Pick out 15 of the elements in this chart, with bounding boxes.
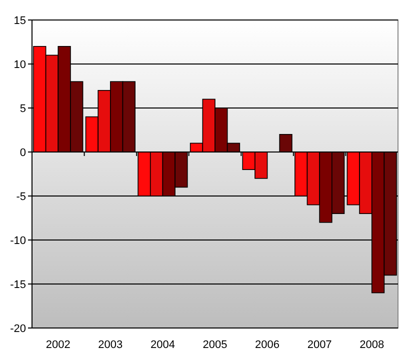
x-tick-label: 2005 (202, 339, 228, 351)
x-tick-label: 2008 (360, 339, 384, 351)
y-tick-label: -20 (10, 322, 26, 335)
x-tick-label: 2004 (150, 339, 175, 351)
y-tick-label: -10 (10, 234, 26, 247)
y-tick-label: 0 (20, 146, 26, 159)
x-tick-label: 2002 (46, 339, 70, 351)
x-tick-label: 2006 (255, 339, 280, 351)
y-tick-label: 15 (14, 14, 26, 27)
x-tick-label: 2003 (98, 339, 123, 351)
y-tick-label: 5 (20, 102, 26, 115)
x-tick-label: 2007 (307, 339, 332, 351)
y-tick-label: -15 (10, 278, 26, 291)
y-tick-label: 10 (14, 58, 26, 71)
y-tick-label: -5 (16, 190, 26, 203)
